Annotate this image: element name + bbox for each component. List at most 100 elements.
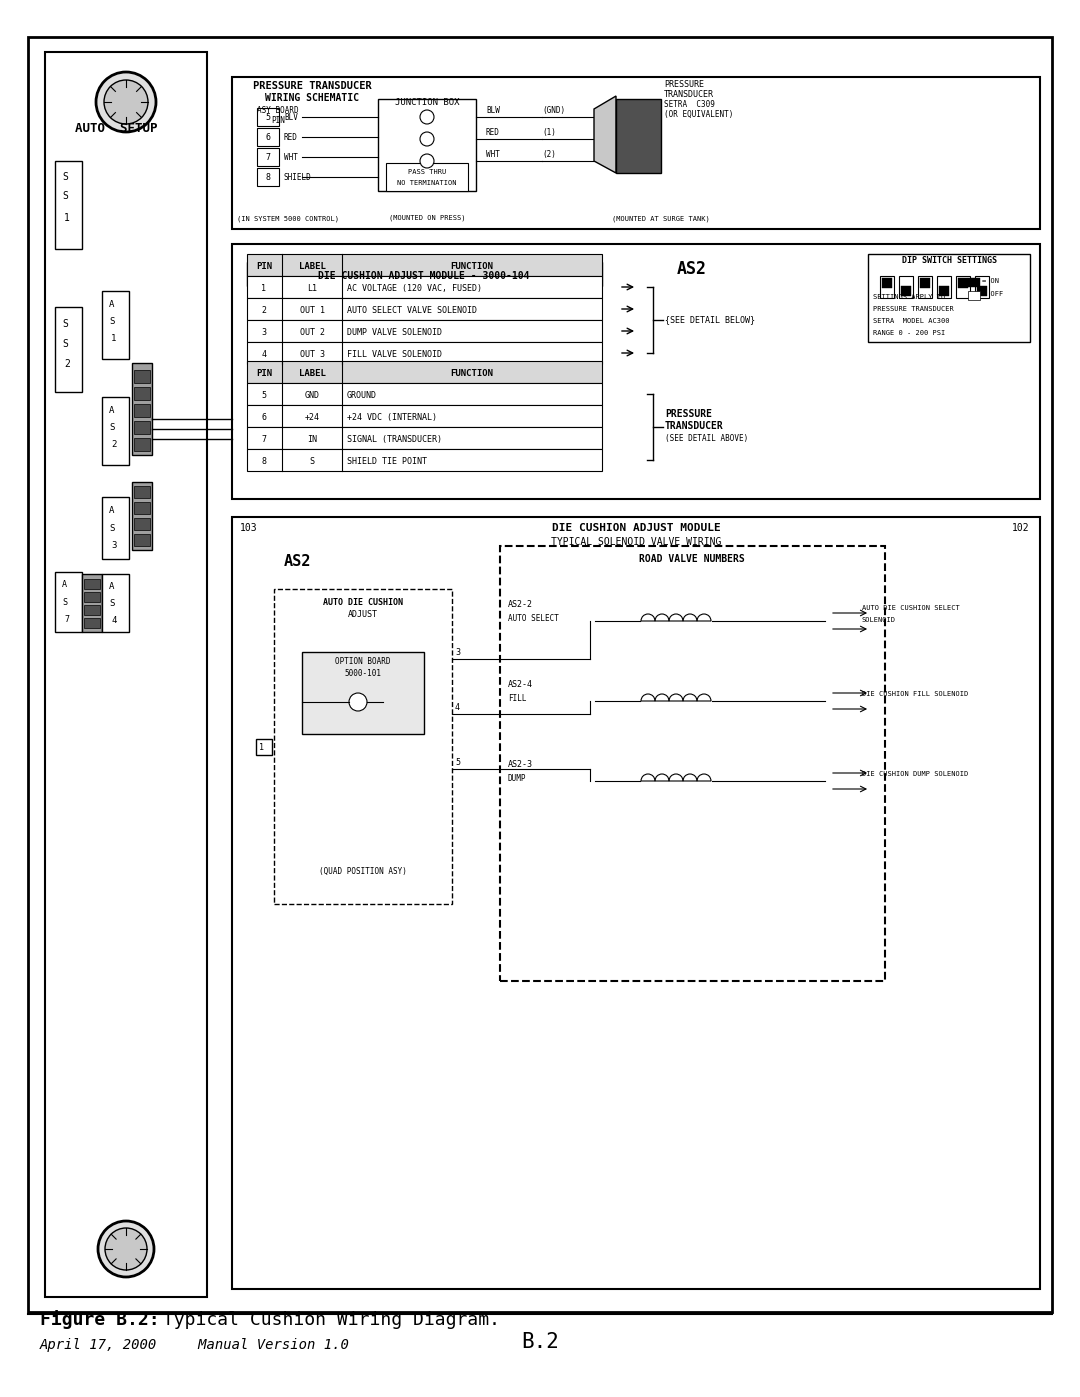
Text: AUTO SELECT: AUTO SELECT [508,615,558,623]
Bar [901,286,912,296]
Bar [247,298,602,320]
Text: SIGNAL (TRANSDUCER): SIGNAL (TRANSDUCER) [347,434,442,444]
Bar [45,52,207,1296]
Bar [84,592,100,602]
Text: +24: +24 [305,414,320,422]
Text: 103: 103 [240,522,258,534]
Text: 5: 5 [455,759,460,767]
Bar [302,652,424,733]
Text: AUTO DIE CUSHION: AUTO DIE CUSHION [323,598,403,608]
Text: SHIELD TIE POINT: SHIELD TIE POINT [347,457,427,467]
Bar [134,370,150,383]
Text: S: S [62,191,68,201]
Text: A: A [109,300,114,309]
Bar [868,254,1030,342]
Bar [134,486,150,497]
Text: 2: 2 [261,306,267,314]
Text: A: A [109,506,114,515]
Bar [956,277,970,298]
Bar [134,439,150,451]
Text: S: S [62,339,68,349]
Text: S: S [109,423,114,432]
Text: DIE CUSHION ADJUST MODULE - 3000-104: DIE CUSHION ADJUST MODULE - 3000-104 [319,271,530,281]
Text: AUTO DIE CUSHION SELECT: AUTO DIE CUSHION SELECT [862,605,960,610]
Text: S: S [62,172,68,182]
Circle shape [96,73,156,131]
Text: 102: 102 [1012,522,1029,534]
Bar [247,448,602,471]
Text: (GND): (GND) [542,106,565,115]
Text: PRESSURE TRANSDUCER: PRESSURE TRANSDUCER [873,306,954,312]
Text: 1: 1 [111,334,117,344]
Text: PRESSURE TRANSDUCER: PRESSURE TRANSDUCER [253,81,372,91]
Bar [257,148,279,166]
Text: PRESSURE: PRESSURE [665,409,712,419]
Bar [102,574,129,631]
Text: 3: 3 [261,328,267,337]
Text: BLW: BLW [486,106,500,115]
Text: 8: 8 [266,173,270,182]
Bar [247,342,602,365]
Bar [232,244,1040,499]
Text: (QUAD POSITION ASY): (QUAD POSITION ASY) [319,868,407,876]
Text: AC VOLTAGE (120 VAC, FUSED): AC VOLTAGE (120 VAC, FUSED) [347,284,482,293]
Text: 5: 5 [266,113,270,122]
Circle shape [98,1221,154,1277]
Text: FUNCTION: FUNCTION [450,369,494,379]
Text: (2): (2) [542,149,556,159]
Text: DIE CUSHION ADJUST MODULE: DIE CUSHION ADJUST MODULE [552,522,720,534]
Bar [975,277,989,298]
Bar [247,427,602,448]
Bar [918,277,932,298]
Bar [378,99,476,191]
Text: BLV: BLV [284,113,298,122]
Bar [386,163,468,191]
Text: GROUND: GROUND [347,391,377,400]
Text: S: S [109,599,114,608]
Text: S: S [62,319,68,330]
Text: S: S [109,524,114,534]
Text: (SEE DETAIL ABOVE): (SEE DETAIL ABOVE) [665,434,748,443]
Text: ASY BOARD: ASY BOARD [257,106,299,115]
Text: 3: 3 [455,648,460,657]
Bar [968,291,980,300]
Text: ADJUST: ADJUST [348,610,378,619]
Text: B.2: B.2 [521,1331,559,1352]
Bar [134,518,150,529]
Text: OPTION BOARD: OPTION BOARD [335,657,391,666]
Polygon shape [594,96,616,173]
Text: OUT 1: OUT 1 [299,306,324,314]
Bar [132,363,152,455]
Bar [257,129,279,147]
Text: (IN SYSTEM 5000 CONTROL): (IN SYSTEM 5000 CONTROL) [237,215,339,222]
Circle shape [349,693,367,711]
Text: AUTO  SETUP: AUTO SETUP [75,122,158,136]
Text: WHT: WHT [486,149,500,159]
Bar [232,517,1040,1289]
Text: LABEL: LABEL [298,263,325,271]
Text: RED: RED [486,129,500,137]
Text: L1: L1 [307,284,318,293]
Circle shape [105,1228,147,1270]
Bar [977,286,987,296]
Text: DIP SWITCH SETTINGS: DIP SWITCH SETTINGS [902,256,997,265]
Text: S: S [310,457,314,467]
Bar [102,397,129,465]
Text: 6: 6 [266,133,270,142]
Text: GND: GND [305,391,320,400]
Text: Figure B.2:: Figure B.2: [40,1310,160,1329]
Bar [55,571,82,631]
Bar [880,277,894,298]
Text: FILL VALVE SOLENOID: FILL VALVE SOLENOID [347,351,442,359]
Bar [257,108,279,126]
Text: RED: RED [284,133,298,142]
Bar [882,278,892,288]
Text: S: S [109,317,114,326]
Text: DUMP: DUMP [508,774,527,782]
Bar [274,590,453,904]
Text: Typical Cushion Wiring Diagram.: Typical Cushion Wiring Diagram. [152,1310,500,1329]
Text: SETRA  MODEL AC300: SETRA MODEL AC300 [873,319,949,324]
Bar [247,277,602,298]
Text: OUT 2: OUT 2 [299,328,324,337]
Bar [247,383,602,405]
